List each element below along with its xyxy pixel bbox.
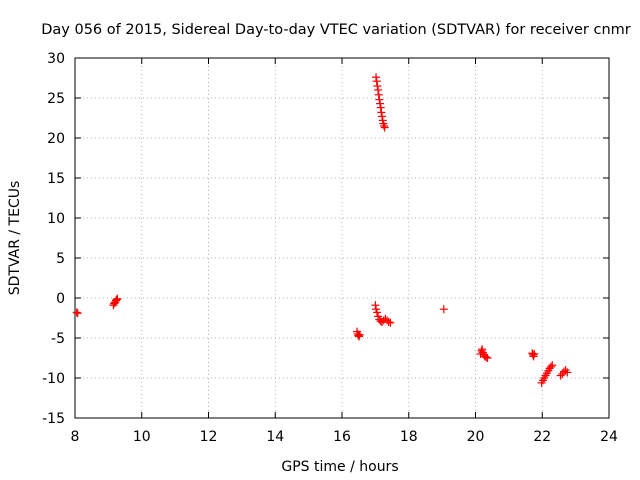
y-axis-label: SDTVAR / TECUs	[7, 181, 23, 296]
data-point	[378, 112, 387, 121]
data-point	[373, 308, 382, 317]
x-axis-label: GPS time / hours	[281, 459, 398, 475]
data-point	[380, 123, 389, 132]
data-point	[528, 350, 537, 359]
x-tick-label: 20	[467, 429, 485, 445]
data-point	[113, 294, 122, 303]
y-tick-label: 30	[47, 51, 65, 67]
x-tick-label: 10	[133, 429, 151, 445]
x-axis-ticks: 8 10 12 14 16 18 20 22 24	[71, 58, 618, 445]
data-point	[112, 296, 121, 305]
data-point	[483, 354, 492, 362]
data-point	[375, 95, 384, 104]
data-point	[72, 308, 81, 317]
data-point	[374, 90, 383, 99]
data-point	[530, 350, 539, 358]
data-point	[373, 82, 382, 90]
data-point	[354, 331, 363, 340]
y-tick-label: -10	[42, 371, 65, 387]
y-tick-label: 20	[47, 131, 65, 147]
y-axis-ticks: -15 -10 -5 0 5 10 15 20 25 30	[42, 51, 609, 427]
data-point	[377, 108, 386, 117]
y-tick-label: 25	[47, 91, 65, 107]
x-tick-label: 18	[400, 429, 418, 445]
data-point	[112, 295, 121, 304]
data-point	[384, 318, 393, 326]
x-tick-label: 8	[71, 429, 80, 445]
y-tick-label: 0	[56, 291, 65, 307]
data-points	[72, 73, 572, 387]
data-point	[563, 368, 572, 377]
data-point	[380, 122, 389, 130]
x-tick-label: 14	[266, 429, 284, 445]
data-point	[355, 330, 364, 339]
y-tick-label: 10	[47, 211, 65, 227]
y-tick-label: 5	[56, 251, 65, 267]
data-point	[376, 103, 385, 112]
data-point	[548, 361, 557, 370]
data-point	[559, 367, 568, 376]
chart-title: Day 056 of 2015, Sidereal Day-to-day VTE…	[41, 22, 631, 38]
data-point	[386, 318, 395, 327]
data-point	[376, 99, 385, 108]
x-tick-label: 12	[200, 429, 218, 445]
y-tick-label: -15	[42, 411, 65, 427]
data-point	[374, 86, 383, 94]
data-point	[556, 371, 565, 380]
x-tick-label: 22	[533, 429, 551, 445]
data-point	[73, 309, 82, 318]
y-tick-label: -5	[51, 331, 65, 347]
x-tick-label: 16	[333, 429, 351, 445]
data-point	[372, 73, 381, 82]
data-point	[482, 353, 491, 362]
data-point	[355, 332, 364, 341]
data-point	[546, 362, 555, 371]
x-tick-label: 24	[600, 429, 618, 445]
grid	[75, 58, 609, 418]
data-point	[372, 77, 381, 86]
y-tick-label: 15	[47, 171, 65, 187]
data-point	[439, 305, 448, 314]
data-point	[371, 301, 380, 310]
